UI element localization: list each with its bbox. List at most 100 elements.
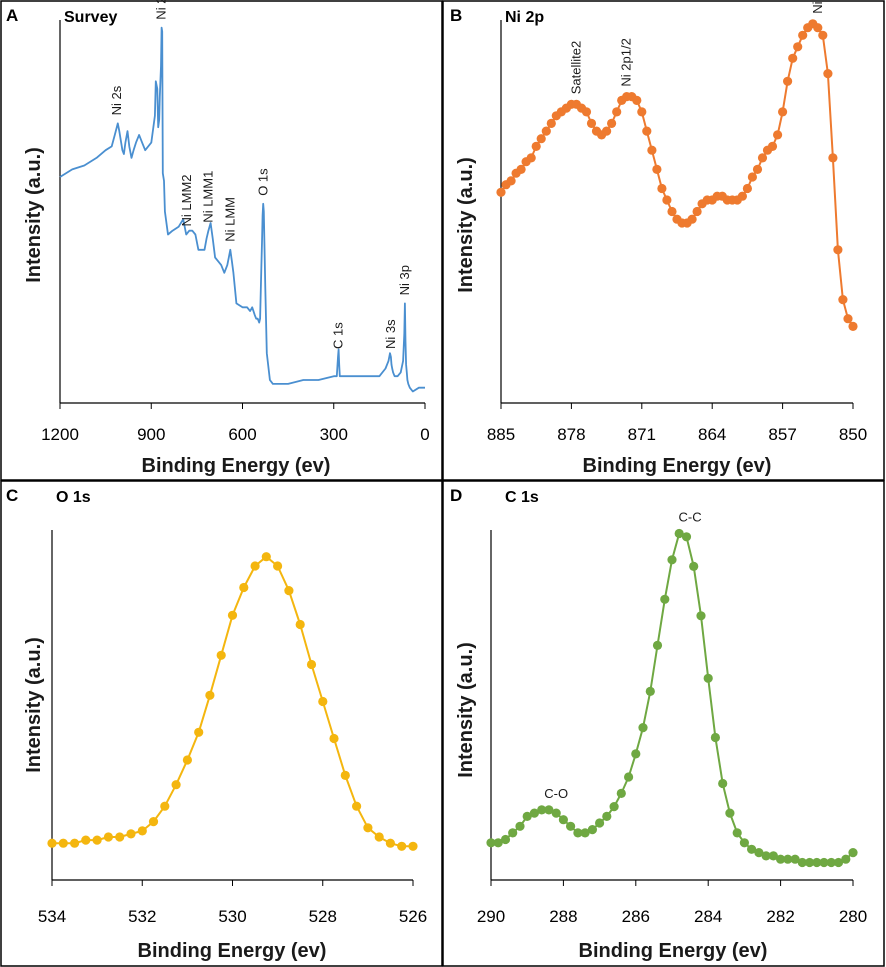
data-point bbox=[536, 134, 546, 144]
data-point bbox=[778, 107, 788, 117]
data-point bbox=[667, 206, 677, 217]
data-point bbox=[838, 295, 848, 305]
data-point bbox=[616, 788, 626, 799]
x-tick-label: 885 bbox=[487, 425, 515, 444]
panel-c-plot: 534 532 530 528 526 bbox=[38, 530, 427, 926]
panel-c-ylabel: Intensity (a.u.) bbox=[23, 637, 45, 773]
data-point bbox=[531, 141, 541, 151]
data-point bbox=[47, 838, 57, 848]
peak-label: Ni 3s bbox=[383, 319, 398, 349]
data-point bbox=[637, 107, 647, 117]
data-point bbox=[522, 811, 532, 822]
data-point bbox=[767, 141, 778, 151]
x-tick-label: 286 bbox=[622, 907, 650, 926]
x-tick-label: 600 bbox=[228, 425, 256, 444]
data-point bbox=[754, 848, 764, 858]
data-point bbox=[652, 164, 662, 174]
peak-label: Ni 2s bbox=[109, 85, 124, 115]
x-tick-label: 857 bbox=[768, 425, 796, 444]
data-point bbox=[783, 854, 793, 864]
data-point bbox=[718, 778, 728, 789]
data-point bbox=[306, 659, 317, 670]
x-tick-label: 1200 bbox=[41, 425, 79, 444]
data-point bbox=[761, 851, 771, 861]
peak-label: Ni LMM2 bbox=[179, 174, 194, 226]
peak-label: C-O bbox=[544, 786, 568, 801]
x-tick-label: 300 bbox=[320, 425, 348, 444]
x-tick-label: 528 bbox=[309, 907, 337, 926]
peak-label: C 1s bbox=[330, 322, 345, 349]
data-point bbox=[284, 586, 294, 596]
data-point bbox=[692, 206, 702, 217]
data-point bbox=[826, 857, 836, 868]
data-point bbox=[819, 857, 829, 868]
data-point bbox=[261, 552, 271, 562]
data-point bbox=[408, 841, 418, 851]
panel-a-letter: A bbox=[6, 6, 18, 25]
data-point bbox=[506, 176, 516, 186]
x-tick-label: 282 bbox=[766, 907, 794, 926]
data-point bbox=[624, 772, 634, 782]
data-point bbox=[526, 153, 536, 163]
data-point bbox=[833, 857, 844, 868]
data-point bbox=[160, 801, 170, 811]
data-point bbox=[227, 610, 238, 620]
data-point bbox=[687, 214, 697, 224]
data-point bbox=[612, 107, 622, 117]
series-line bbox=[491, 532, 854, 864]
data-point bbox=[363, 823, 373, 833]
data-point bbox=[496, 187, 506, 197]
data-point bbox=[318, 696, 328, 707]
panel-a-xlabel: Binding Energy (ev) bbox=[142, 455, 331, 477]
data-point bbox=[541, 126, 551, 136]
peak-label: Ni 2p3/2 bbox=[810, 0, 825, 14]
data-point bbox=[558, 815, 569, 825]
peak-label: Ni LMM bbox=[222, 197, 237, 242]
data-point bbox=[70, 838, 80, 848]
panel-a-plot: 1200 900 600 300 0 Ni 2s Ni 2p Ni LMM2 Ni LMM1 Ni… bbox=[41, 0, 430, 444]
panel-c-title: O 1s bbox=[56, 489, 91, 506]
x-tick-label: 871 bbox=[628, 425, 656, 444]
data-point bbox=[573, 828, 583, 838]
data-point bbox=[647, 145, 657, 155]
data-point bbox=[783, 76, 793, 86]
data-point bbox=[374, 832, 384, 842]
data-point bbox=[508, 828, 518, 838]
panel-b-xlabel: Binding Energy (ev) bbox=[583, 455, 772, 477]
data-point bbox=[752, 164, 763, 174]
data-point bbox=[148, 817, 159, 827]
x-tick-label: 878 bbox=[557, 425, 585, 444]
peak-label: C-C bbox=[679, 510, 702, 525]
data-point bbox=[813, 23, 823, 33]
peak-label: Ni 2p1/2 bbox=[619, 38, 634, 86]
data-point bbox=[797, 857, 807, 868]
panel-d-xlabel: Binding Energy (ev) bbox=[579, 940, 768, 962]
data-point bbox=[529, 808, 540, 818]
data-point bbox=[790, 854, 800, 864]
data-point bbox=[805, 857, 815, 868]
data-point bbox=[725, 808, 735, 818]
panel-a-title: Survey bbox=[64, 9, 117, 26]
data-point bbox=[812, 857, 822, 868]
series-line bbox=[59, 26, 425, 393]
panel-d-plot: 290 288 286 284 282 280 C-O C-C bbox=[477, 510, 867, 927]
data-point bbox=[602, 126, 612, 136]
data-point bbox=[737, 191, 748, 201]
data-point bbox=[493, 838, 503, 848]
data-point bbox=[587, 825, 598, 835]
data-point bbox=[833, 245, 843, 255]
data-point bbox=[739, 838, 750, 848]
data-point bbox=[544, 805, 554, 815]
data-point bbox=[566, 821, 576, 831]
peak-label: Ni 3p bbox=[397, 265, 412, 295]
data-point bbox=[397, 841, 407, 851]
data-point bbox=[295, 619, 305, 630]
panel-b-title: Ni 2p bbox=[505, 9, 544, 26]
data-point bbox=[747, 172, 758, 182]
data-point bbox=[689, 561, 699, 572]
panel-c-xlabel: Binding Energy (ev) bbox=[138, 940, 327, 962]
data-point bbox=[848, 321, 858, 331]
data-point bbox=[828, 153, 838, 163]
data-point bbox=[696, 611, 706, 621]
